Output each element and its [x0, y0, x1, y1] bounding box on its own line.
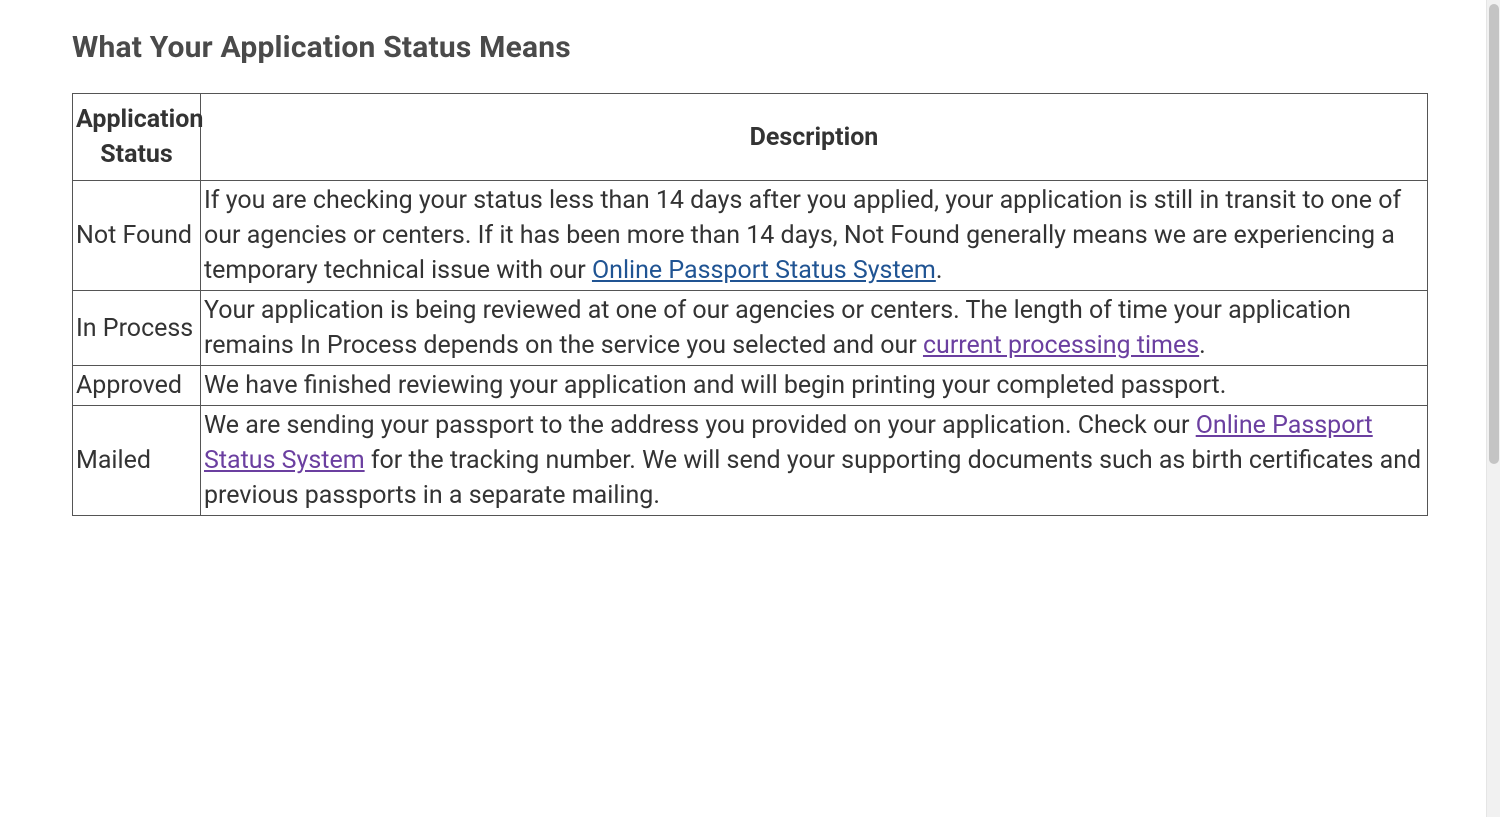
section-heading: What Your Application Status Means: [72, 30, 1428, 65]
status-table: Application Status Description Not Found…: [72, 93, 1428, 516]
status-cell: Not Found: [73, 181, 201, 291]
table-header-row: Application Status Description: [73, 94, 1428, 181]
status-cell: Approved: [73, 366, 201, 406]
description-cell: If you are checking your status less tha…: [201, 181, 1428, 291]
col-header-description: Description: [201, 94, 1428, 181]
inline-link[interactable]: Online Passport Status System: [204, 411, 1373, 475]
description-cell: Your application is being reviewed at on…: [201, 291, 1428, 366]
status-cell: Mailed: [73, 406, 201, 516]
status-cell: In Process: [73, 291, 201, 366]
page-container: What Your Application Status Means Appli…: [0, 0, 1500, 516]
table-row: Not FoundIf you are checking your status…: [73, 181, 1428, 291]
table-row: ApprovedWe have finished reviewing your …: [73, 366, 1428, 406]
description-cell: We have finished reviewing your applicat…: [201, 366, 1428, 406]
table-row: MailedWe are sending your passport to th…: [73, 406, 1428, 516]
scrollbar-track[interactable]: [1486, 0, 1500, 817]
inline-link[interactable]: Online Passport Status System: [592, 256, 936, 285]
description-cell: We are sending your passport to the addr…: [201, 406, 1428, 516]
table-row: In ProcessYour application is being revi…: [73, 291, 1428, 366]
scrollbar-thumb[interactable]: [1489, 4, 1499, 464]
col-header-status: Application Status: [73, 94, 201, 181]
inline-link[interactable]: current processing times: [923, 331, 1199, 360]
